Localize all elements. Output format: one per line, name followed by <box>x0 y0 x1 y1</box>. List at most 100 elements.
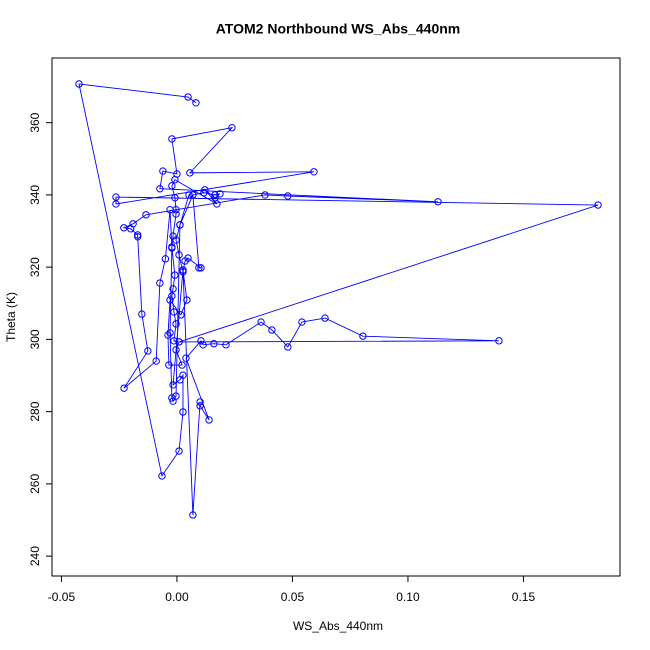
x-tick-label: 0.15 <box>512 590 536 604</box>
data-point <box>184 93 192 101</box>
data-point <box>156 279 164 287</box>
data-point <box>161 255 170 263</box>
y-tick-label: 320 <box>28 257 42 277</box>
data-point <box>164 331 172 339</box>
data-point <box>175 338 183 346</box>
data-point <box>201 186 209 194</box>
data-point <box>268 326 276 334</box>
y-tick-label: 240 <box>28 546 42 566</box>
data-point <box>171 194 179 202</box>
data-point <box>195 264 203 272</box>
x-tick-label: 0.05 <box>281 590 305 604</box>
data-point <box>112 193 120 201</box>
data-point <box>185 191 193 199</box>
y-tick-label: 300 <box>28 329 42 349</box>
data-point <box>176 376 184 384</box>
data-point <box>210 340 218 348</box>
data-point <box>179 408 187 416</box>
data-point <box>178 361 186 369</box>
data-point <box>182 354 190 362</box>
data-point <box>175 447 183 455</box>
data-point <box>120 384 128 392</box>
data-point <box>222 341 230 349</box>
x-tick-label: -0.05 <box>48 590 76 604</box>
data-point <box>257 318 265 326</box>
data-point <box>211 191 219 199</box>
data-point <box>172 320 180 328</box>
data-point <box>168 135 176 143</box>
data-point <box>127 225 135 233</box>
data-point <box>170 308 178 316</box>
data-point <box>159 167 167 175</box>
data-point <box>594 201 602 209</box>
data-point <box>75 80 83 88</box>
data-point <box>170 337 178 345</box>
data-point <box>166 206 174 214</box>
data-point <box>228 124 236 132</box>
data-point <box>142 211 150 219</box>
data-point <box>168 244 176 252</box>
data-point <box>189 511 197 519</box>
data-point <box>181 257 189 265</box>
data-point <box>205 416 213 424</box>
data-point <box>172 206 180 214</box>
x-axis-label: WS_Abs_440nm <box>293 619 383 633</box>
data-point <box>169 381 177 389</box>
data-point <box>196 398 204 406</box>
chart-title: ATOM2 Northbound WS_Abs_440nm <box>216 21 461 37</box>
data-point <box>186 169 194 177</box>
data-line <box>78 83 599 515</box>
data-point <box>434 198 442 206</box>
data-point <box>177 311 185 319</box>
data-point <box>171 271 179 279</box>
data-point <box>133 233 142 241</box>
data-point <box>168 394 176 402</box>
y-tick-label: 260 <box>28 474 42 494</box>
data-point <box>152 357 160 365</box>
y-tick-label: 360 <box>28 112 42 132</box>
data-point <box>298 318 306 326</box>
data-point <box>192 99 200 107</box>
data-point <box>197 264 205 272</box>
data-point <box>199 341 207 349</box>
data-point <box>172 392 180 400</box>
data-point <box>321 314 329 322</box>
data-point <box>172 210 180 218</box>
data-point <box>112 200 120 208</box>
y-tick-label: 340 <box>28 185 42 205</box>
data-point <box>189 191 197 199</box>
data-point <box>169 232 177 240</box>
y-tick-label: 280 <box>28 401 42 421</box>
data-point <box>138 310 146 318</box>
data-point <box>359 332 367 340</box>
data-point <box>175 251 183 259</box>
data-point <box>156 185 164 193</box>
data-point <box>310 168 318 176</box>
data-point <box>166 329 174 337</box>
x-tick-label: 0.00 <box>165 590 189 604</box>
data-point <box>179 266 187 274</box>
data-point <box>165 361 173 369</box>
data-point <box>176 221 184 229</box>
data-point <box>196 402 204 410</box>
x-tick-label: 0.10 <box>396 590 420 604</box>
data-point <box>171 176 179 184</box>
data-point <box>166 296 174 304</box>
data-point <box>158 472 166 480</box>
data-point <box>216 190 224 198</box>
data-point <box>168 292 176 300</box>
data-point <box>495 337 503 345</box>
y-axis-label: Theta (K) <box>4 292 18 342</box>
plot-frame <box>51 57 621 577</box>
data-point <box>284 192 292 200</box>
data-point <box>197 337 205 345</box>
data-point <box>169 285 177 293</box>
data-point <box>211 194 219 202</box>
data-point <box>284 343 292 351</box>
data-point <box>172 346 180 354</box>
data-point <box>120 224 128 232</box>
data-point <box>261 191 269 199</box>
data-point <box>213 200 221 208</box>
